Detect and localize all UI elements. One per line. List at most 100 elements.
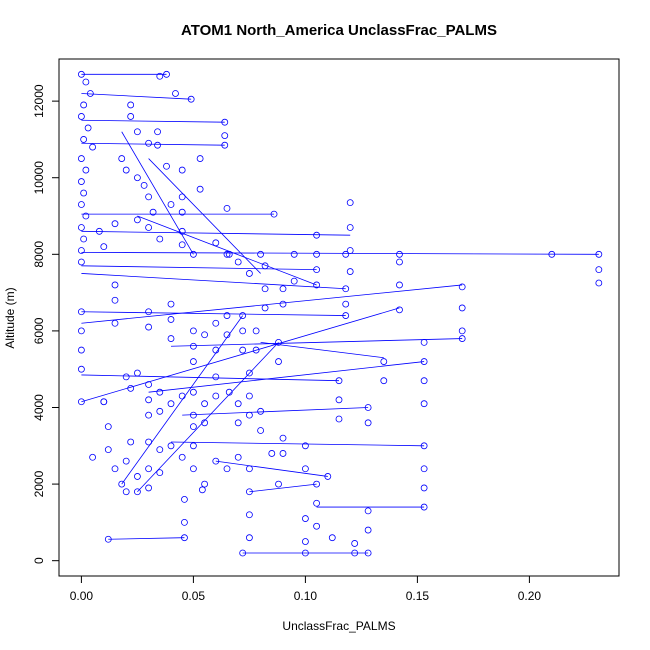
data-point	[420, 358, 428, 365]
data-point	[149, 208, 157, 216]
data-point	[154, 141, 161, 149]
data-point	[396, 281, 403, 289]
data-point	[245, 411, 253, 419]
data-point	[201, 331, 209, 339]
data-point	[178, 453, 186, 461]
data-point	[396, 250, 403, 258]
data-point	[133, 216, 141, 224]
data-point	[335, 396, 343, 404]
plot-frame	[58, 58, 620, 577]
data-point	[364, 404, 372, 411]
data-point	[145, 308, 153, 316]
data-point	[104, 423, 112, 431]
data-point	[133, 369, 141, 377]
connector-line	[108, 537, 185, 540]
data-point	[172, 90, 179, 97]
data-point	[145, 224, 153, 231]
data-point	[245, 488, 253, 496]
data-point	[133, 473, 141, 480]
x-tick-label: 0.00	[70, 589, 94, 603]
data-point	[178, 208, 186, 216]
y-axis: 0 2000 4000 6000 8000 10000 12000	[32, 84, 60, 564]
data-point	[100, 243, 108, 251]
data-point	[178, 166, 186, 174]
data-point	[380, 358, 388, 365]
data-point	[145, 438, 153, 446]
data-point	[156, 446, 164, 454]
data-point	[420, 484, 428, 492]
data-point	[324, 473, 332, 480]
data-point	[84, 124, 92, 132]
data-point	[313, 499, 321, 507]
data-point	[239, 346, 247, 354]
data-point	[212, 392, 220, 400]
connector-line	[81, 374, 340, 382]
connector-line	[260, 341, 384, 359]
data-point	[89, 453, 96, 461]
data-point	[145, 381, 153, 388]
data-point	[189, 342, 197, 350]
data-point	[380, 377, 388, 385]
data-point	[239, 327, 247, 335]
data-point	[212, 457, 220, 465]
data-point	[196, 155, 204, 162]
x-tick-label: 0.05	[182, 589, 206, 603]
data-point	[261, 304, 269, 312]
data-point	[342, 285, 350, 293]
data-point	[156, 388, 164, 396]
data-point	[154, 128, 161, 136]
data-point	[346, 247, 354, 254]
data-point	[245, 465, 253, 473]
data-point	[133, 128, 141, 136]
data-point	[234, 258, 242, 266]
data-point	[156, 72, 164, 80]
data-point	[346, 268, 354, 275]
data-point	[163, 162, 170, 170]
data-point	[78, 155, 85, 162]
data-point	[145, 193, 153, 201]
data-point	[104, 535, 112, 543]
data-point	[290, 277, 298, 285]
data-point	[145, 323, 153, 331]
connector-line	[170, 338, 463, 347]
data-point	[396, 306, 403, 314]
data-point	[127, 438, 135, 446]
data-point	[364, 507, 372, 515]
data-point	[279, 434, 287, 442]
data-point	[78, 70, 85, 78]
connector-line	[81, 142, 225, 146]
data-point	[420, 338, 428, 346]
data-point	[167, 442, 175, 450]
connector-line	[148, 361, 425, 393]
data-point	[234, 453, 242, 461]
data-point	[223, 250, 231, 258]
y-axis-label: Altitude (m)	[3, 287, 17, 348]
x-axis: 0.00 0.05 0.10 0.15 0.20	[70, 575, 541, 603]
connector-line	[148, 158, 261, 274]
data-point	[111, 220, 119, 228]
data-point	[245, 392, 253, 400]
data-point	[212, 373, 220, 381]
data-point	[78, 398, 85, 406]
connector-line	[170, 441, 425, 447]
connector-line	[81, 119, 225, 123]
y-tick-label: 12000	[32, 84, 46, 118]
y-tick-label: 4000	[32, 394, 46, 421]
data-point	[313, 231, 321, 239]
data-point	[178, 241, 186, 249]
data-point	[328, 534, 336, 542]
data-point	[420, 503, 428, 511]
data-point	[178, 193, 186, 201]
data-point	[140, 181, 148, 189]
data-point	[156, 469, 164, 477]
connector-line	[81, 265, 317, 271]
data-point	[111, 296, 119, 304]
data-point	[196, 185, 204, 193]
data-point	[313, 266, 321, 274]
data-point	[78, 201, 85, 208]
data-point	[595, 266, 603, 274]
data-point	[89, 143, 96, 151]
data-point	[156, 235, 164, 243]
data-point	[145, 396, 153, 404]
data-point	[257, 407, 265, 415]
